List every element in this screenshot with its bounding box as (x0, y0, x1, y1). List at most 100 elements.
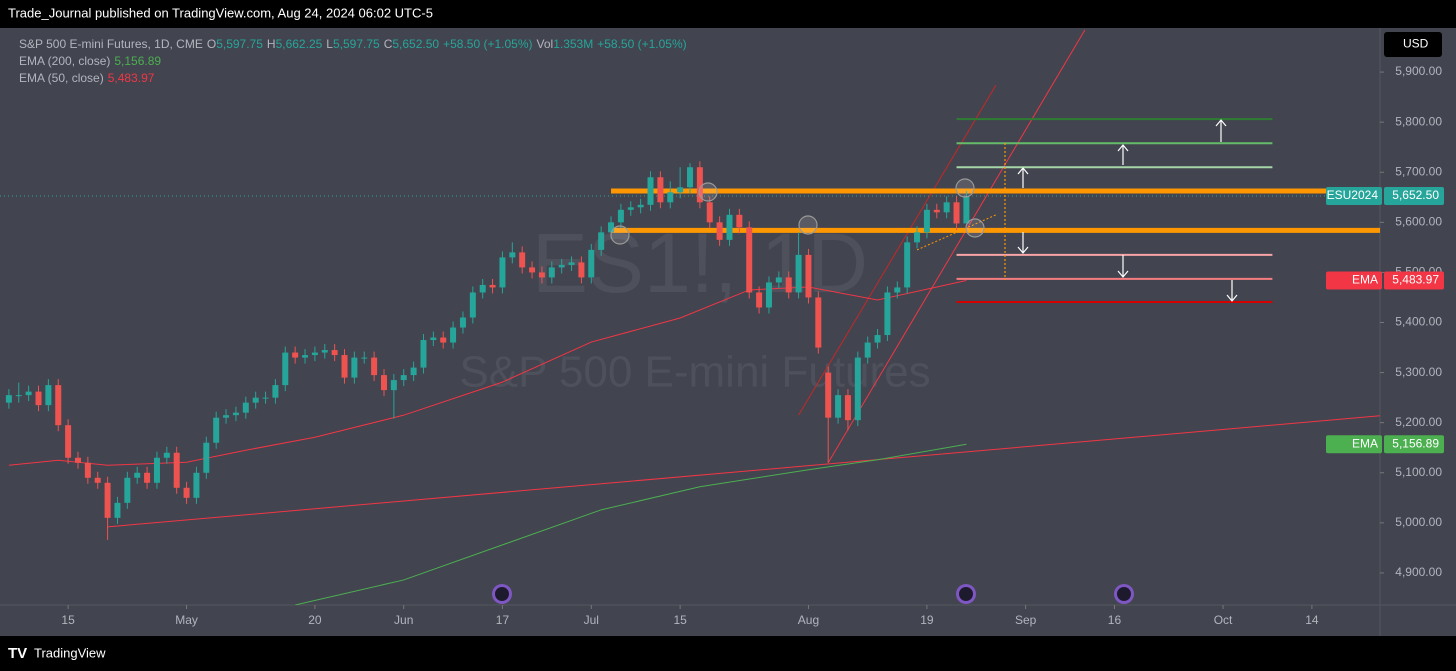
y-tick-label: 5,900.00 (1395, 64, 1442, 78)
candle-body (84, 462, 91, 478)
ohlc-key: C (383, 37, 393, 51)
candle-body (252, 397, 259, 403)
volume-change: +58.50 (+1.05%) (597, 37, 687, 51)
y-tick-label: 5,700.00 (1395, 164, 1442, 178)
candle-body (756, 292, 763, 308)
candle-body (529, 267, 536, 273)
candle-body (687, 167, 693, 188)
candle-body (124, 477, 131, 503)
candle-body (400, 375, 407, 381)
x-tick-label: May (175, 613, 198, 627)
y-tick-label: 5,400.00 (1395, 315, 1442, 329)
y-tick-label: 5,000.00 (1395, 515, 1442, 529)
candle-body (874, 335, 881, 343)
candle-body (894, 287, 901, 293)
y-tick-label: 5,200.00 (1395, 415, 1442, 429)
candle-body (459, 317, 466, 328)
candle-body (5, 395, 12, 403)
candle-body (716, 222, 723, 240)
publisher: Trade_Journal published on TradingView.c… (8, 5, 433, 20)
candle-body (588, 249, 595, 278)
currency-label: USD (1403, 37, 1429, 51)
axis-tag-name-bg (1326, 187, 1382, 206)
axis-tag-bg (1384, 435, 1444, 454)
candle-body (844, 395, 851, 421)
candle-body (232, 412, 239, 416)
event-icon-inner (959, 587, 973, 601)
candle-body (450, 327, 457, 343)
candle-body (311, 352, 318, 356)
candle-body (608, 222, 615, 233)
watermark-subtitle: S&P 500 E-mini Futures (459, 348, 930, 397)
highlight-circle (955, 178, 975, 198)
candle-body (292, 352, 299, 358)
symbol: S&P 500 E-mini Futures, 1D, CME (19, 37, 203, 51)
x-tick-label: 20 (308, 613, 322, 627)
candle-body (923, 209, 930, 233)
logo-mark: TV (8, 645, 27, 662)
axis-tag-name: EMA (1352, 273, 1378, 287)
trendline (916, 214, 997, 251)
highlight-circle (698, 182, 718, 202)
candle-body (371, 357, 378, 376)
ohlc-value: 5,652.50 (392, 37, 440, 51)
candle-body (440, 337, 447, 343)
legend-name: EMA (50, close) (19, 71, 104, 85)
candle-body (805, 254, 812, 298)
candle-body (854, 357, 861, 421)
x-tick-label: Aug (798, 613, 819, 627)
x-tick-label: 16 (1108, 613, 1122, 627)
candle-body (548, 267, 555, 278)
candle-body (509, 252, 516, 258)
ohlc-key: L (326, 37, 333, 51)
candle-body (134, 472, 141, 478)
candle-body (598, 232, 605, 250)
candle-body (183, 487, 190, 498)
candle-body (321, 350, 328, 353)
y-tick-label: 4,900.00 (1395, 565, 1442, 579)
trendline (107, 415, 1380, 528)
candle-body (953, 202, 960, 224)
plot-area (0, 29, 1380, 605)
candle-body (933, 209, 940, 213)
x-tick-label: Sep (1015, 613, 1037, 627)
candle-body (657, 177, 664, 203)
candle-body (825, 372, 832, 418)
change: +58.50 (+1.05%) (443, 37, 533, 51)
candle-body (538, 272, 545, 278)
candle-body (94, 477, 101, 483)
candle-body (331, 350, 338, 356)
ohlc-key: H (266, 37, 276, 51)
axis-tag-bg (1384, 271, 1444, 290)
axis-tag-value: 5,652.50 (1392, 188, 1439, 202)
candle-body (15, 395, 22, 397)
y-tick-label: 5,100.00 (1395, 465, 1442, 479)
event-icons (492, 584, 1134, 604)
candle-body (242, 402, 249, 413)
x-tick-label: Jul (584, 613, 599, 627)
candle-body (795, 254, 802, 293)
x-tick-label: 14 (1305, 613, 1319, 627)
legend-value: 5,156.89 (114, 54, 162, 68)
candle-body (637, 204, 644, 208)
axis-tag-name: EMA (1352, 436, 1378, 450)
candle-body (627, 207, 634, 210)
y-tick-label: 5,800.00 (1395, 114, 1442, 128)
candle-body (430, 337, 437, 341)
highlight-circle (965, 218, 985, 238)
candle-body (765, 282, 772, 308)
y-tick-label: 5,300.00 (1395, 365, 1442, 379)
candle-body (193, 472, 200, 498)
candle-body (163, 452, 170, 458)
axis-tag-name-bg (1326, 435, 1382, 454)
trendline (798, 84, 997, 416)
candle-body (578, 262, 585, 278)
currency-button[interactable] (1384, 32, 1442, 57)
candle-body (410, 367, 417, 376)
axis-tag-bg (1384, 187, 1444, 206)
chart-background (0, 28, 1456, 636)
candle-body (499, 257, 506, 288)
candle-body (914, 232, 921, 243)
candle-body (904, 242, 911, 288)
